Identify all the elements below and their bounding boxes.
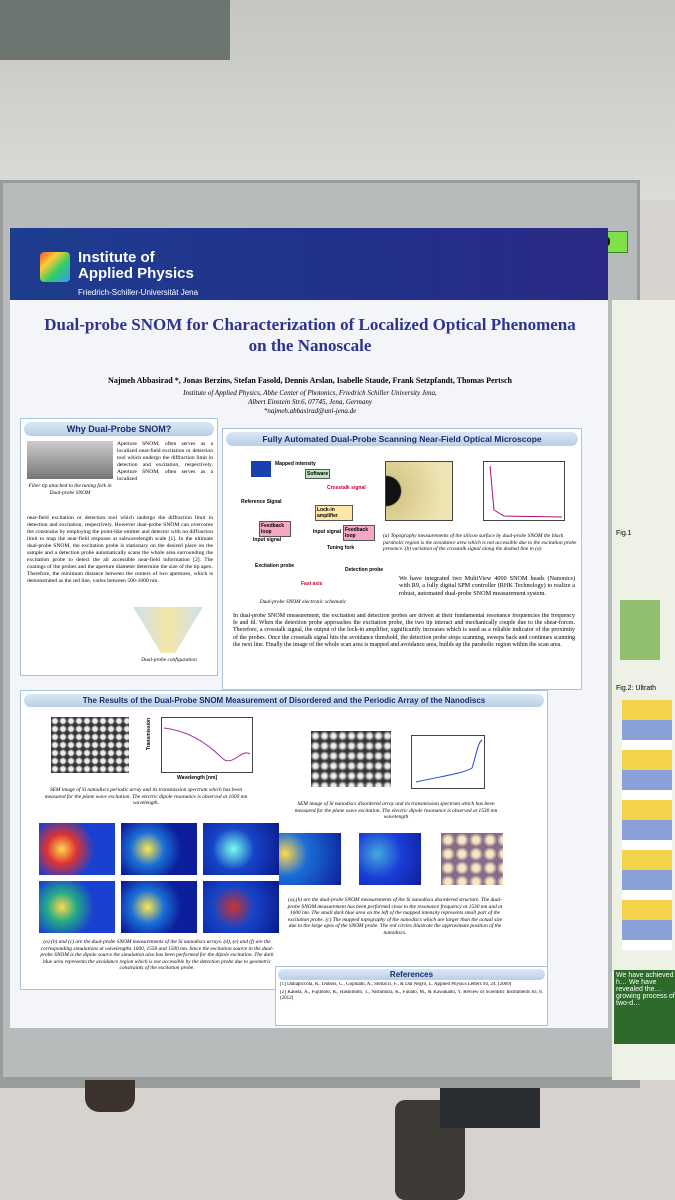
shoe (85, 1080, 135, 1112)
results-caption: SEM image of Si nanodiscs periodic array… (44, 787, 248, 807)
spectrum-plot (411, 735, 485, 789)
axis-label: Wavelength [nm] (177, 775, 218, 781)
side-fig1: Fig.1 (616, 530, 632, 537)
curve (489, 465, 563, 518)
affiliation: Institute of Applied Physics, Abbe Cente… (183, 389, 437, 397)
sem-periodic (51, 717, 129, 773)
diagram-label: Reference Signal (241, 499, 282, 505)
topography-map (385, 461, 453, 521)
diagram-label: Lock-in amplifier (315, 505, 353, 521)
diagram-label: Detection probe (345, 567, 384, 573)
diagram-label: Crosstalk signal (327, 485, 366, 491)
diagram-label: Fast axis (301, 581, 323, 587)
map (203, 823, 279, 875)
crosstalk-curve (489, 465, 563, 518)
diagram-label: Software (305, 469, 331, 479)
side-image (620, 600, 660, 660)
map-caption: (a) Topography measurements of the silic… (383, 533, 577, 553)
results-caption: (a) (b) and (c) are the dual-probe SNOM … (40, 939, 274, 972)
setup-text: In dual-probe SNOM measurement, the exci… (233, 613, 575, 648)
university: Friedrich-Schiller-Universität Jena (78, 288, 199, 297)
curve (415, 739, 483, 783)
diagram-label: Mapped intensity (275, 461, 316, 467)
ceiling (0, 0, 230, 60)
poster-header (10, 228, 608, 300)
why-box: Why Dual-Probe SNOM? Aperture SNOM, ofte… (20, 418, 218, 676)
map (39, 823, 115, 875)
map (359, 833, 421, 885)
reference: [2] Kaneta, A., Fujimoto, R., Hashimoto,… (280, 990, 543, 1001)
diagram-label: Feedback loop (343, 525, 375, 541)
map (203, 881, 279, 933)
map (279, 833, 341, 885)
probe-caption: Dual-probe configuration (141, 657, 197, 663)
diagram-label: Feedback loop (259, 521, 291, 537)
institute: Institute of Applied Physics (78, 249, 194, 282)
results-caption: SEM image of Si nanodiscs disordered arr… (294, 801, 498, 821)
side-fig2: Fig.2: Ultrath (616, 685, 657, 692)
spectrum-plot (161, 717, 253, 773)
setup-box: Fully Automated Dual-Probe Scanning Near… (222, 428, 582, 690)
map (121, 823, 197, 875)
address: Albert Einstein Str.6, 07745, Jena, Germ… (248, 398, 372, 406)
spectrum-curve (415, 739, 483, 783)
diagram-label: Excitation probe (255, 563, 295, 569)
authors: Najmeh Abbasirad *, Jonas Berzins, Stefa… (108, 376, 512, 385)
axis-label: Transmission (146, 717, 153, 751)
map (39, 881, 115, 933)
results-caption: (a),(b) are the dual-probe SNOM measurem… (287, 897, 503, 936)
diagram-label: Tuning fork (327, 545, 355, 551)
reference: [1] Dallapiccola, R., Dubois, C., Gopina… (280, 982, 512, 987)
spectrum-curve (163, 727, 251, 762)
poster-title: Dual-probe SNOM for Characterization of … (44, 315, 576, 355)
side-poster: Fig.1 Fig.2: Ultrath We have achieved h…… (612, 300, 675, 1080)
results-box: The Results of the Dual-Probe SNOM Measu… (20, 690, 548, 990)
fig-caption: Fiber tip attached to the tuning fork in… (28, 483, 112, 496)
section-title: Fully Automated Dual-Probe Scanning Near… (226, 432, 578, 446)
map (441, 833, 503, 885)
logo (40, 252, 70, 282)
references-box: References [1] Dallapiccola, R., Dubois,… (275, 966, 548, 1026)
map (121, 881, 197, 933)
diagram-caption: Dual-probe SNOM electronic schematic (259, 599, 347, 605)
curve (163, 727, 251, 762)
trousers (440, 1088, 540, 1128)
email: *najmeh.abbasirad@uni-jena.de (263, 407, 357, 415)
why-text: near-field excitation or detection tool … (27, 515, 213, 584)
board-frame (0, 1080, 640, 1088)
section-title: References (278, 969, 545, 980)
sem-disordered (311, 731, 391, 787)
crosstalk-plot (483, 461, 565, 521)
section-title: The Results of the Dual-Probe SNOM Measu… (24, 694, 544, 707)
tip-photo (27, 441, 113, 479)
diagram-label: Input signal (313, 529, 342, 535)
intensity-map (251, 461, 271, 477)
periodic-maps (39, 823, 279, 933)
why-intro: Aperture SNOM, often serves as a localiz… (117, 441, 213, 482)
side-image (622, 700, 672, 950)
diagram-label: Input signal (253, 537, 282, 543)
section-title: Why Dual-Probe SNOM? (24, 422, 214, 436)
side-conclusion: We have achieved h… We have revealed the… (614, 970, 675, 1044)
setup-text: We have integrated two MultiView 4000 SN… (399, 575, 575, 597)
